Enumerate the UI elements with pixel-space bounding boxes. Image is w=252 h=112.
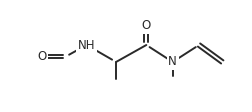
Text: O: O [141,19,150,32]
Text: N: N [168,55,176,68]
Text: NH: NH [78,39,95,52]
Text: O: O [37,50,46,63]
